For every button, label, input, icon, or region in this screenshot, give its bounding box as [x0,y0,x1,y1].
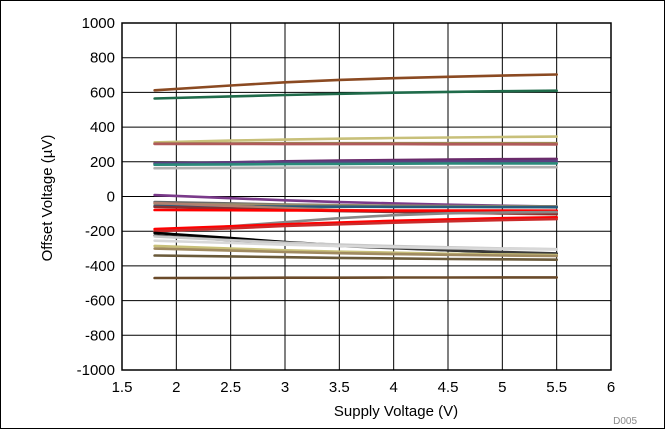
y-tick-label: -400 [85,258,115,275]
x-tick-label: 3.5 [329,379,350,396]
x-axis-label: Supply Voltage (V) [334,403,458,420]
series-line-3 [153,135,559,144]
y-tick-label: 0 [107,189,115,206]
series-line-18 [153,216,559,231]
y-tick-label: 400 [90,119,115,136]
y-tick-label: -800 [85,327,115,344]
x-tick-label: 4 [389,379,397,396]
series-line-7 [153,159,559,165]
x-tick-label: 2.5 [220,379,241,396]
series-line-8 [153,162,559,166]
x-tick-label: 6 [607,379,615,396]
y-tick-label: 1000 [82,15,115,32]
series-line-2 [153,89,559,100]
series-line-25 [153,247,559,258]
x-tick-labels: 1.5 2 2.5 3 3.5 4 4.5 5 5.5 6 [112,379,616,396]
figure-code: D005 [613,416,637,427]
series-line-5 [153,142,559,146]
y-tick-label: -600 [85,293,115,310]
x-tick-label: 2 [172,379,180,396]
x-tick-label: 5 [498,379,506,396]
series-line-27 [153,276,559,280]
x-tick-label: 4.5 [438,379,459,396]
series-line-16 [153,208,559,212]
y-tick-label: 600 [90,84,115,101]
y-tick-label: 200 [90,154,115,171]
y-tick-label: 800 [90,50,115,67]
x-tick-label: 5.5 [546,379,567,396]
series-line-26 [153,254,559,262]
series-line-23 [153,239,559,251]
x-tick-label: 1.5 [112,379,133,396]
y-tick-label: -200 [85,223,115,240]
y-axis-label: Offset Voltage (µV) [39,135,56,262]
plot-area [121,22,612,371]
y-tick-label: -1000 [77,362,115,379]
series-line-9 [153,165,559,170]
series-line-1 [153,73,559,92]
series-group [153,73,559,280]
y-tick-labels: -1000 -800 -600 -400 -200 0 200 400 600 800 1000 [77,15,115,379]
x-tick-label: 3 [281,379,289,396]
series-line-19 [153,217,559,233]
